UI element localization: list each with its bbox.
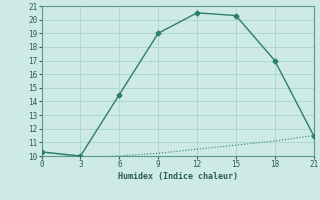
X-axis label: Humidex (Indice chaleur): Humidex (Indice chaleur) bbox=[118, 172, 237, 181]
